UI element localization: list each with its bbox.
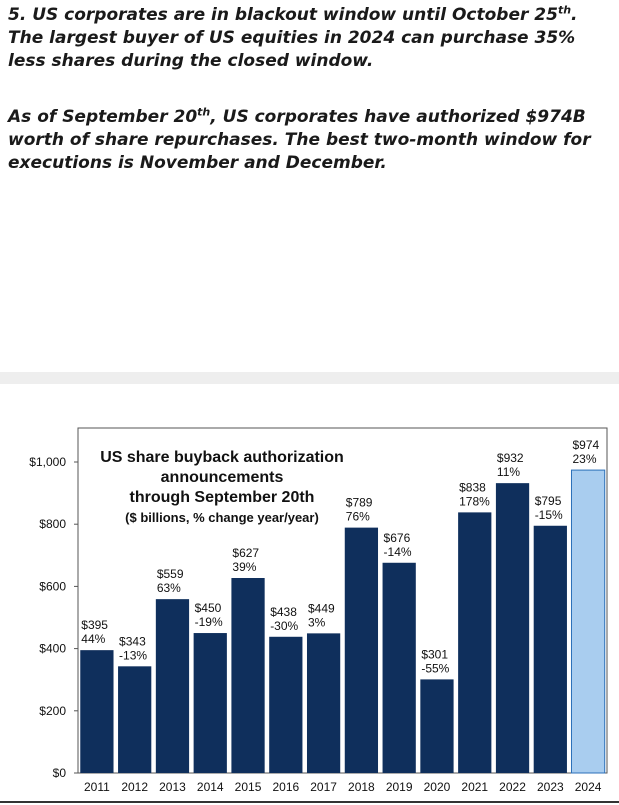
x-tick-label-2015: 2015	[235, 780, 262, 794]
chart-title: US share buyback authorization announceme…	[100, 449, 344, 525]
bar-2016	[269, 636, 303, 773]
pct-label-2014: -19%	[195, 615, 223, 629]
bar-2021	[458, 512, 492, 773]
bar-2011	[80, 650, 114, 773]
chart-title-line: US share buyback authorization	[100, 449, 344, 466]
pct-label-2024: 23%	[572, 452, 596, 466]
value-label-2019: $676	[384, 531, 411, 545]
pct-label-2021: 178%	[459, 494, 490, 508]
bottom-rule	[0, 801, 619, 803]
pct-label-2017: 3%	[308, 615, 326, 629]
p1-text-a: 5. US corporates are in blackout window …	[8, 5, 558, 25]
value-label-2020: $301	[421, 647, 448, 661]
bar-2024	[570, 469, 606, 774]
value-label-2013: $559	[157, 567, 184, 581]
x-tick-label-2023: 2023	[537, 780, 564, 794]
bar-2018	[344, 527, 379, 773]
p2-superscript: th	[197, 105, 211, 119]
x-tick-label-2019: 2019	[386, 780, 413, 794]
p2-text-b: , US corporates have authorized $974B wo…	[8, 107, 591, 173]
x-tick-label-2021: 2021	[461, 780, 488, 794]
pct-label-2016: -30%	[270, 619, 298, 633]
p1-text-b: . The largest buyer of US equities in 20…	[8, 5, 578, 71]
plot-frame	[77, 427, 608, 774]
value-label-2021: $838	[459, 480, 486, 494]
x-tick-label-2022: 2022	[499, 780, 526, 794]
bar-2015	[231, 578, 265, 773]
value-label-2015: $627	[232, 546, 259, 560]
pct-label-2015: 39%	[232, 560, 256, 574]
value-label-2018: $789	[346, 496, 373, 510]
value-label-2012: $343	[119, 634, 146, 648]
bar-2019	[382, 562, 416, 773]
value-label-2024: $974	[572, 438, 599, 452]
x-tick-label-2013: 2013	[159, 780, 186, 794]
value-label-2016: $438	[270, 605, 297, 619]
y-tick-label: $0	[53, 766, 67, 780]
x-tick-label-2011: 2011	[84, 780, 110, 794]
chart-title-line: ($ billions, % change year/year)	[125, 510, 319, 525]
value-label-2011: $395	[81, 618, 108, 632]
pct-label-2019: -14%	[384, 545, 412, 559]
bar-2013	[155, 599, 190, 773]
chart-axes: $0 $200 $400 $600 $800 $1,000 2011 2012 2013 2014…	[29, 427, 608, 794]
x-tick-label-2012: 2012	[121, 780, 148, 794]
bar-2012	[118, 666, 152, 773]
y-tick-label: $800	[39, 517, 66, 531]
pct-label-2018: 76%	[346, 510, 370, 524]
x-tick-label-2018: 2018	[348, 780, 375, 794]
value-label-2023: $795	[535, 494, 562, 508]
section-divider-band	[0, 372, 619, 384]
value-label-2017: $449	[308, 601, 335, 615]
y-tick-label: $400	[39, 642, 66, 656]
bar-2023	[533, 525, 567, 773]
paragraph-authorized-repurchases: As of September 20th, US corporates have…	[8, 106, 613, 175]
value-label-2022: $932	[497, 451, 524, 465]
x-tick-label-2016: 2016	[272, 780, 299, 794]
bar-2022	[495, 483, 530, 773]
paragraph-blackout-window: 5. US corporates are in blackout window …	[8, 4, 613, 73]
buyback-bar-chart: $0 $200 $400 $600 $800 $1,000 2011 2012 2013 2014…	[29, 427, 608, 794]
p1-superscript: th	[557, 3, 572, 17]
y-tick-label: $200	[39, 704, 66, 718]
pct-label-2012: -13%	[119, 648, 147, 662]
chart-title-line: announcements	[161, 469, 284, 486]
pct-label-2020: -55%	[421, 661, 449, 675]
x-tick-label-2014: 2014	[197, 780, 224, 794]
bar-2017	[306, 633, 341, 773]
x-tick-label-2017: 2017	[310, 780, 337, 794]
pct-label-2023: -15%	[535, 508, 563, 522]
chart-title-line: through September 20th	[130, 489, 315, 506]
chart-bars	[80, 469, 606, 774]
bar-2020	[420, 679, 454, 773]
pct-label-2011: 44%	[81, 632, 105, 646]
y-tick-label: $1,000	[29, 455, 66, 469]
x-tick-label-2020: 2020	[424, 780, 451, 794]
p2-text-a: As of September 20	[8, 107, 198, 127]
pct-label-2022: 11%	[497, 465, 520, 479]
y-tick-label: $600	[39, 579, 66, 593]
value-label-2014: $450	[195, 601, 222, 615]
bar-2014	[193, 633, 227, 773]
pct-label-2013: 63%	[157, 581, 181, 595]
x-tick-label-2024: 2024	[575, 780, 602, 794]
